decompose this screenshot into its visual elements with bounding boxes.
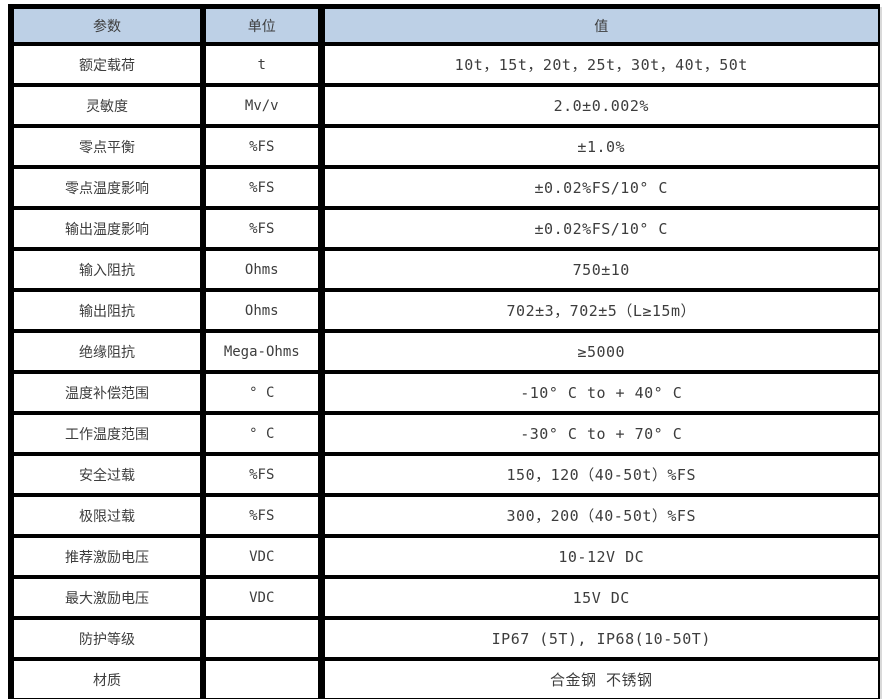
unit-cell: %FS [201, 493, 325, 538]
value-cell: 750±10 [319, 247, 880, 292]
col-header-value: 值 [319, 4, 880, 46]
unit-cell: VDC [201, 534, 325, 579]
table-row: 额定载荷 t 10t，15t，20t，25t，30t，40t，50t [9, 42, 880, 87]
table-row: 最大激励电压 VDC 15V DC [9, 575, 880, 620]
spec-table-header: 参数 单位 值 [9, 4, 880, 46]
unit-cell: Mega-Ohms [201, 329, 325, 374]
value-cell: ≥5000 [319, 329, 880, 374]
table-row: 极限过载 %FS 300，200（40-50t）%FS [9, 493, 880, 538]
table-row: 绝缘阻抗 Mega-Ohms ≥5000 [9, 329, 880, 374]
unit-cell: %FS [201, 165, 325, 210]
table-row: 推荐激励电压 VDC 10-12V DC [9, 534, 880, 579]
spec-table: 参数 单位 值 额定载荷 t 10t，15t，20t，25t，30t，40t，50t… [8, 4, 880, 699]
param-cell: 绝缘阻抗 [9, 329, 206, 374]
param-cell: 输出温度影响 [9, 206, 206, 251]
param-cell: 零点平衡 [9, 124, 206, 169]
value-cell: 10-12V DC [319, 534, 880, 579]
table-row: 安全过载 %FS 150，120（40-50t）%FS [9, 452, 880, 497]
param-cell: 输出阻抗 [9, 288, 206, 333]
unit-cell [201, 616, 325, 661]
unit-cell: %FS [201, 124, 325, 169]
param-cell: 工作温度范围 [9, 411, 206, 456]
value-cell: 150，120（40-50t）%FS [319, 452, 880, 497]
param-cell: 温度补偿范围 [9, 370, 206, 415]
param-cell: 零点温度影响 [9, 165, 206, 210]
table-row: 灵敏度 Mv/v 2.0±0.002% [9, 83, 880, 128]
unit-cell: %FS [201, 206, 325, 251]
unit-cell: %FS [201, 452, 325, 497]
unit-cell: VDC [201, 575, 325, 620]
value-cell: 合金钢 不锈钢 [319, 657, 880, 699]
value-cell: 702±3，702±5（L≥15m） [319, 288, 880, 333]
value-cell: 15V DC [319, 575, 880, 620]
unit-cell [201, 657, 325, 699]
value-cell: 300，200（40-50t）%FS [319, 493, 880, 538]
value-cell: ±0.02%FS/10° C [319, 165, 880, 210]
value-cell: ±0.02%FS/10° C [319, 206, 880, 251]
table-row: 工作温度范围 ° C -30° C to + 70° C [9, 411, 880, 456]
table-row: 防护等级 IP67 (5T), IP68(10-50T) [9, 616, 880, 661]
unit-cell: ° C [201, 370, 325, 415]
table-row: 温度补偿范围 ° C -10° C to + 40° C [9, 370, 880, 415]
table-row: 材质 合金钢 不锈钢 [9, 657, 880, 699]
value-cell: 2.0±0.002% [319, 83, 880, 128]
param-cell: 极限过载 [9, 493, 206, 538]
header-row: 参数 单位 值 [9, 4, 880, 46]
param-cell: 最大激励电压 [9, 575, 206, 620]
param-cell: 安全过载 [9, 452, 206, 497]
unit-cell: ° C [201, 411, 325, 456]
unit-cell: t [201, 42, 325, 87]
param-cell: 材质 [9, 657, 206, 699]
spec-table-body: 额定载荷 t 10t，15t，20t，25t，30t，40t，50t 灵敏度 Mv/v 2… [9, 42, 880, 699]
param-cell: 输入阻抗 [9, 247, 206, 292]
col-header-param: 参数 [9, 4, 206, 46]
table-row: 输出阻抗 Ohms 702±3，702±5（L≥15m） [9, 288, 880, 333]
param-cell: 防护等级 [9, 616, 206, 661]
unit-cell: Mv/v [201, 83, 325, 128]
table-row: 零点平衡 %FS ±1.0% [9, 124, 880, 169]
param-cell: 灵敏度 [9, 83, 206, 128]
unit-cell: Ohms [201, 288, 325, 333]
value-cell: -10° C to + 40° C [319, 370, 880, 415]
table-row: 零点温度影响 %FS ±0.02%FS/10° C [9, 165, 880, 210]
table-row: 输出温度影响 %FS ±0.02%FS/10° C [9, 206, 880, 251]
param-cell: 额定载荷 [9, 42, 206, 87]
table-row: 输入阻抗 Ohms 750±10 [9, 247, 880, 292]
unit-cell: Ohms [201, 247, 325, 292]
value-cell: -30° C to + 70° C [319, 411, 880, 456]
value-cell: 10t，15t，20t，25t，30t，40t，50t [319, 42, 880, 87]
col-header-unit: 单位 [201, 4, 325, 46]
value-cell: ±1.0% [319, 124, 880, 169]
param-cell: 推荐激励电压 [9, 534, 206, 579]
value-cell: IP67 (5T), IP68(10-50T) [319, 616, 880, 661]
